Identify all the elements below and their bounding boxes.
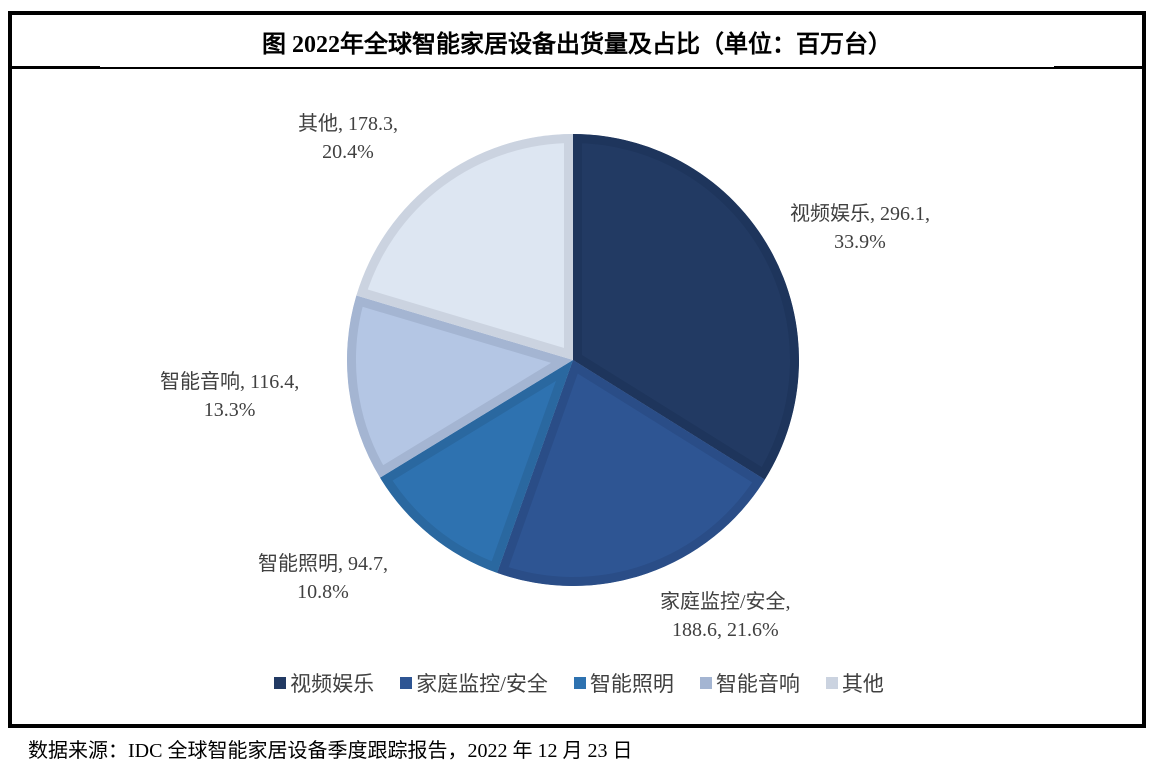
title-divider-left-accent xyxy=(12,66,100,69)
pie-slice-speaker[interactable] xyxy=(346,295,573,478)
slice-label-speaker: 智能音响, 116.4, 13.3% xyxy=(160,368,299,424)
pie-slice-lighting[interactable] xyxy=(380,360,573,573)
slice-label-line: 其他, 178.3, xyxy=(298,113,398,135)
legend-item-lighting[interactable]: 智能照明 xyxy=(573,668,674,698)
chart-title-bar: 图 2022年全球智能家居设备出货量及占比（单位：百万台） xyxy=(12,15,1142,67)
slice-label-line: 智能照明, 94.7, xyxy=(258,553,388,575)
slice-label-line: 13.3% xyxy=(203,399,256,421)
chart-legend: 视频娱乐 家庭监控/安全 智能照明 智能音响 其他 xyxy=(0,668,1158,698)
slice-label-line: 10.8% xyxy=(297,581,349,603)
pie-slice-other[interactable] xyxy=(356,134,573,360)
legend-label: 家庭监控/安全 xyxy=(416,672,548,696)
legend-item-video[interactable]: 视频娱乐 xyxy=(274,668,374,698)
pie-slice-security[interactable] xyxy=(497,360,765,586)
pie-slice-video[interactable] xyxy=(573,134,799,480)
legend-label: 智能照明 xyxy=(589,672,674,696)
slice-label-other: 其他, 178.3, 20.4% xyxy=(298,110,398,166)
slice-label-line: 智能音响, 116.4, xyxy=(160,371,300,393)
data-source-note: 数据来源：IDC 全球智能家居设备季度跟踪报告，2022 年 12 月 23 日 xyxy=(28,740,633,762)
chart-frame: 图 2022年全球智能家居设备出货量及占比（单位：百万台） xyxy=(8,11,1146,728)
legend-swatch-icon xyxy=(825,677,838,689)
chart-title: 图 2022年全球智能家居设备出货量及占比（单位：百万台） xyxy=(262,31,892,58)
legend-swatch-icon xyxy=(699,677,712,689)
slice-label-lighting: 智能照明, 94.7, 10.8% xyxy=(258,550,388,606)
slice-label-line: 视频娱乐, 296.1, xyxy=(790,203,930,225)
slice-label-line: 188.6, 21.6% xyxy=(671,619,779,641)
slice-label-line: 33.9% xyxy=(834,231,886,253)
legend-label: 其他 xyxy=(841,672,884,696)
slice-label-video: 视频娱乐, 296.1, 33.9% xyxy=(790,200,930,256)
legend-item-other[interactable]: 其他 xyxy=(825,668,884,698)
legend-swatch-icon xyxy=(400,677,413,689)
legend-swatch-icon xyxy=(274,677,287,689)
slice-label-line: 家庭监控/安全, xyxy=(660,591,791,613)
legend-swatch-icon xyxy=(573,677,586,689)
slice-label-security: 家庭监控/安全, 188.6, 21.6% xyxy=(660,588,791,644)
slice-label-line: 20.4% xyxy=(322,141,374,163)
legend-item-speaker[interactable]: 智能音响 xyxy=(699,668,800,698)
title-divider xyxy=(12,67,1142,69)
legend-label: 智能音响 xyxy=(715,672,800,696)
title-divider-right-accent xyxy=(1054,66,1142,69)
legend-label: 视频娱乐 xyxy=(290,672,375,696)
legend-item-security[interactable]: 家庭监控/安全 xyxy=(400,668,548,698)
